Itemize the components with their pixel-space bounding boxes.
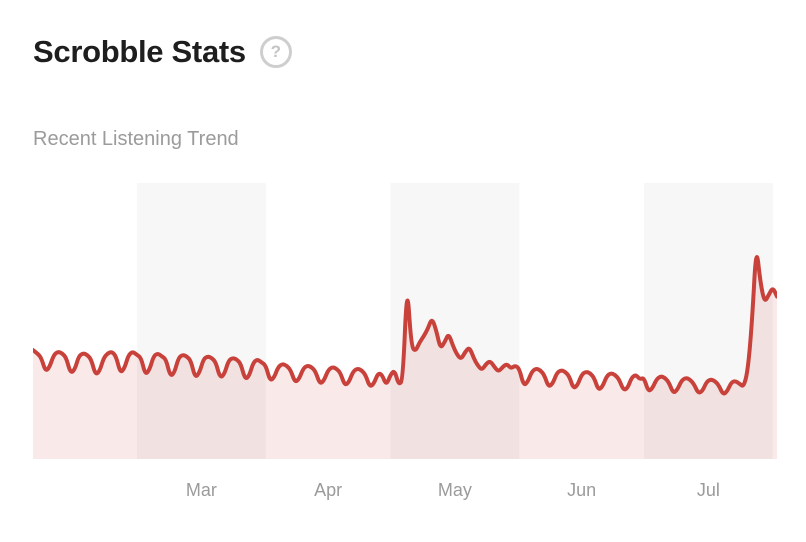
x-axis-label-may: May: [437, 480, 472, 500]
listening-trend-chart[interactable]: [33, 183, 777, 459]
x-axis-label-apr: Apr: [314, 480, 343, 500]
page-title: Scrobble Stats: [33, 34, 246, 69]
chart-subtitle: Recent Listening Trend: [33, 128, 239, 150]
x-axis-label-jul: Jul: [696, 480, 720, 500]
x-axis-label-jun: Jun: [567, 480, 597, 500]
trend-line: [33, 255, 777, 396]
page-header: Scrobble Stats ?: [33, 34, 292, 70]
help-icon[interactable]: ?: [259, 35, 292, 68]
x-axis-labels: Mar Apr May Jun Jul: [33, 480, 777, 502]
trend-chart-canvas[interactable]: [33, 183, 777, 459]
x-axis-label-mar: Mar: [185, 480, 217, 500]
